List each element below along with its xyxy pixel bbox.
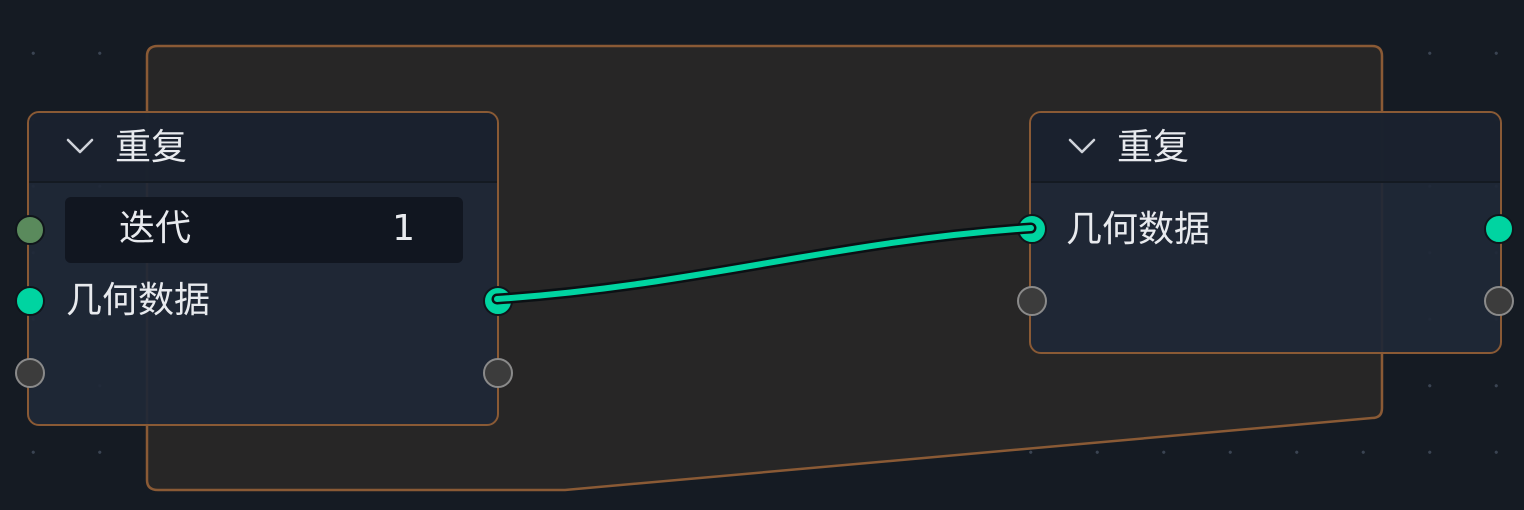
empty-output-socket[interactable] (483, 358, 513, 388)
empty-input-socket[interactable] (1017, 286, 1047, 316)
geometry-input-socket[interactable] (1017, 214, 1047, 244)
chevron-down-icon[interactable] (1067, 136, 1097, 156)
chevron-down-icon[interactable] (65, 136, 95, 156)
empty-output-socket[interactable] (1484, 286, 1514, 316)
repeat-output-title: 重复 (1117, 127, 1190, 168)
repeat-input-header[interactable]: 重复 (29, 113, 497, 183)
geometry-input-socket[interactable] (15, 286, 45, 316)
iterations-socket[interactable] (15, 215, 45, 245)
repeat-output-node[interactable]: 重复 几何数据 (1017, 111, 1514, 354)
geometry-output-socket[interactable] (1484, 214, 1514, 244)
iterations-label: 迭代 (119, 208, 192, 249)
repeat-input-title: 重复 (115, 127, 188, 168)
repeat-input-node[interactable]: 重复 迭代 1 几何数据 (15, 111, 513, 426)
empty-input-socket[interactable] (15, 358, 45, 388)
geometry-input-label: 几何数据 (66, 280, 211, 321)
iterations-value[interactable]: 1 (392, 208, 415, 249)
geometry-output-socket[interactable] (483, 286, 513, 316)
iterations-field[interactable]: 迭代 1 (65, 197, 463, 263)
geometry-output-label: 几何数据 (1066, 209, 1211, 250)
repeat-output-header[interactable]: 重复 (1031, 113, 1500, 183)
